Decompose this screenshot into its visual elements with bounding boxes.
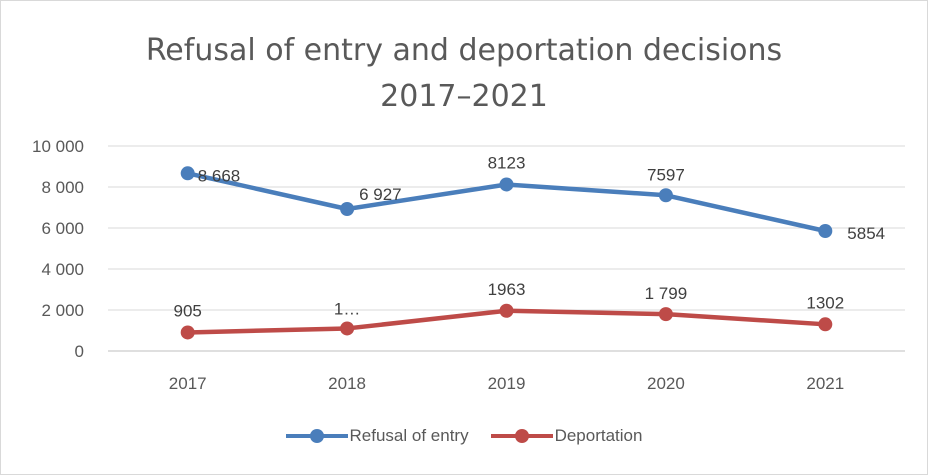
- y-tick-label: 6 000: [41, 219, 84, 238]
- legend-swatch-refusal: [285, 429, 348, 443]
- chart-title-line-2: 2017–2021: [380, 79, 548, 114]
- data-point-refusal: [658, 188, 673, 203]
- legend-swatch-deportation: [490, 429, 553, 443]
- x-tick-label: 2018: [328, 374, 366, 393]
- legend-label-deportation: Deportation: [554, 426, 643, 445]
- data-label-deportation: 905: [174, 301, 202, 320]
- data-point-deportation: [340, 321, 355, 336]
- data-point-deportation: [818, 317, 833, 332]
- data-label-refusal: 6 927: [359, 185, 402, 204]
- y-tick-label: 2 000: [41, 301, 84, 320]
- data-point-refusal: [340, 201, 355, 216]
- data-point-refusal: [499, 177, 514, 192]
- data-label-deportation: 1963: [488, 280, 526, 299]
- chart-title: Refusal of entry and deportation decisio…: [0, 28, 928, 120]
- data-label-deportation: 1 799: [645, 284, 688, 303]
- data-point-deportation: [180, 325, 195, 340]
- data-point-refusal: [818, 223, 833, 238]
- y-tick-label: 8 000: [41, 178, 84, 197]
- data-point-deportation: [658, 307, 673, 322]
- data-label-deportation: 1302: [806, 293, 844, 312]
- data-label-refusal: 5854: [847, 224, 885, 243]
- data-label-refusal: 7597: [647, 165, 685, 184]
- x-tick-label: 2021: [806, 374, 844, 393]
- legend-item-deportation: Deportation: [490, 426, 643, 446]
- y-tick-label: 0: [75, 342, 84, 361]
- y-tick-label: 10 000: [32, 137, 84, 156]
- y-tick-label: 4 000: [41, 260, 84, 279]
- chart-legend: Refusal of entry Deportation: [0, 424, 928, 448]
- x-tick-label: 2020: [647, 374, 685, 393]
- legend-marker-deportation: [514, 429, 529, 443]
- legend-label-refusal: Refusal of entry: [349, 426, 469, 445]
- legend-marker-refusal: [309, 429, 324, 443]
- data-label-refusal: 8 668: [198, 166, 241, 185]
- data-point-refusal: [180, 166, 195, 181]
- x-tick-label: 2017: [169, 374, 207, 393]
- data-label-deportation: 1…: [334, 299, 360, 318]
- chart-title-line-1: Refusal of entry and deportation decisio…: [145, 33, 783, 68]
- data-point-deportation: [499, 303, 514, 318]
- x-tick-label: 2019: [488, 374, 526, 393]
- data-label-refusal: 8123: [488, 153, 526, 172]
- legend-item-refusal: Refusal of entry: [285, 426, 469, 446]
